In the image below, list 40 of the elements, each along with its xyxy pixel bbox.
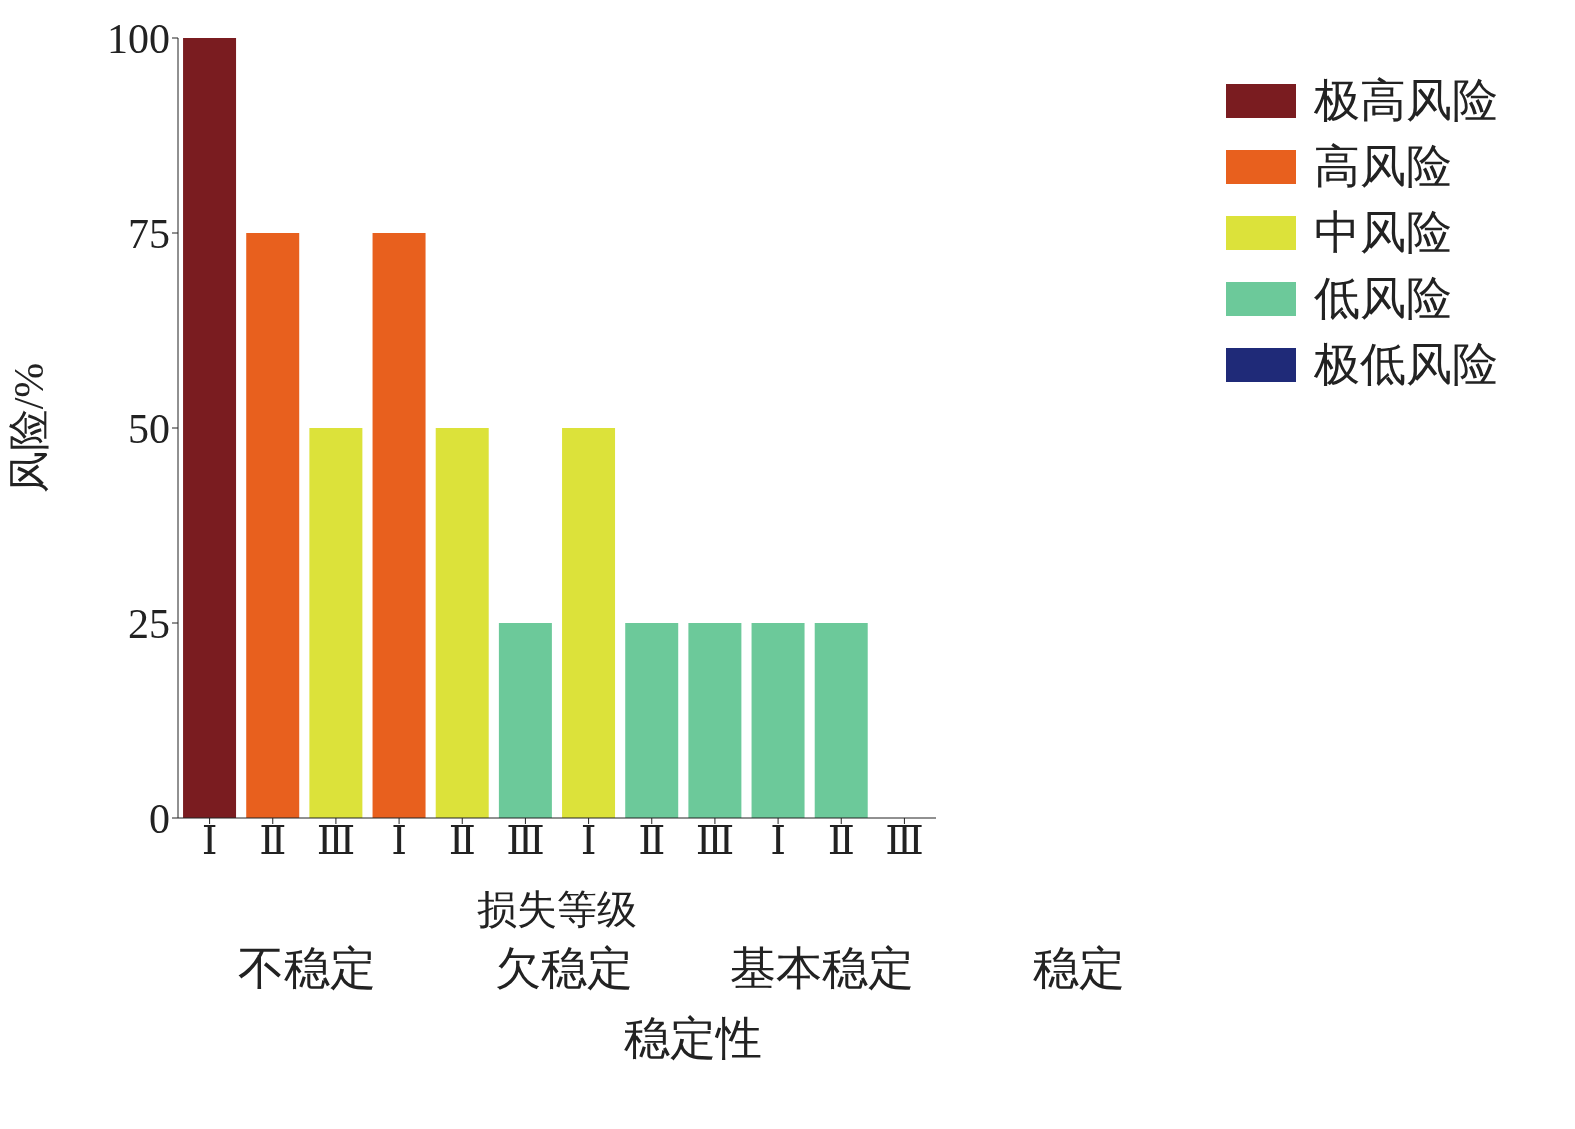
- bar: [309, 428, 363, 818]
- x-tick-label: Ⅰ: [391, 818, 407, 864]
- x-tick-label: Ⅱ: [259, 818, 287, 864]
- text: 稳定性: [623, 1012, 763, 1066]
- bar: [625, 623, 679, 818]
- bar: [183, 38, 237, 818]
- text: 不稳定: [236, 942, 377, 996]
- bar: [751, 623, 805, 818]
- x-tick-label: Ⅰ: [580, 818, 597, 864]
- bar: [688, 623, 742, 818]
- bar: [814, 623, 868, 818]
- text: 欠稳定: [494, 942, 635, 996]
- y-tick-label: 25: [128, 600, 170, 647]
- bar: [562, 428, 616, 818]
- bar: [372, 233, 426, 818]
- y-tick-label: 75: [128, 210, 170, 257]
- y-axis-title: 风险/%: [5, 362, 52, 494]
- y-tick-label: 0: [149, 795, 170, 842]
- legend-label: 低风险: [1314, 272, 1452, 326]
- legend-label: 极低风险: [1314, 338, 1498, 392]
- x-tick-label: Ⅱ: [638, 818, 666, 864]
- bar: [435, 428, 489, 818]
- x-tick-label: Ⅱ: [448, 818, 476, 864]
- x-tick-label: Ⅰ: [201, 818, 218, 864]
- legend-label: 极高风险: [1314, 74, 1498, 128]
- text: 稳定: [1032, 942, 1127, 996]
- bar: [246, 233, 300, 818]
- x-tick-label: Ⅰ: [770, 818, 786, 864]
- y-tick-label: 50: [128, 405, 170, 452]
- x-tick-label: Ⅲ: [316, 818, 356, 864]
- x-tick-label: Ⅲ: [695, 818, 735, 864]
- x-axis-title: 损失等级: [477, 887, 637, 932]
- x-tick-label: Ⅱ: [827, 818, 855, 864]
- x-tick-label: Ⅲ: [885, 818, 924, 864]
- text: 基本稳定: [728, 942, 915, 996]
- legend-label: 中风险: [1314, 206, 1452, 260]
- legend-label: 高风险: [1314, 140, 1452, 194]
- bar: [498, 623, 552, 818]
- x-tick-label: Ⅲ: [506, 818, 545, 864]
- y-tick-label: 100: [107, 15, 170, 62]
